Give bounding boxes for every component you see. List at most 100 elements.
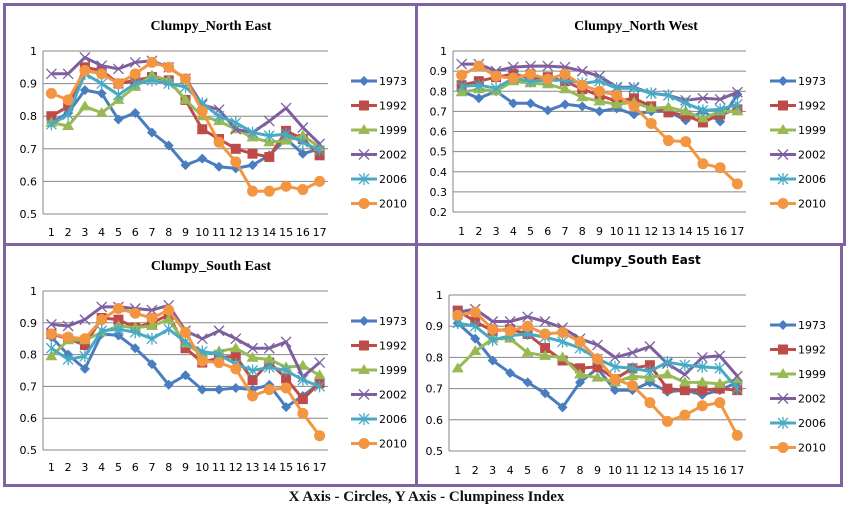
x-tick-label: 3 (81, 226, 88, 239)
y-tick-label: 0.6 (430, 126, 448, 139)
data-point-2002 (146, 304, 158, 316)
data-point-1973 (130, 107, 141, 118)
legend-marker-2010 (777, 198, 789, 209)
data-point-1999 (593, 95, 606, 106)
legend-marker-1999 (358, 364, 370, 374)
data-point-1992 (663, 107, 674, 118)
series-1999 (451, 332, 744, 388)
data-point-1973 (297, 148, 308, 159)
y-tick-label: 0.3 (430, 186, 448, 199)
data-point-2002 (263, 342, 275, 354)
x-tick-label: 3 (493, 225, 500, 238)
data-point-2006 (280, 364, 292, 377)
y-tick-label: 0.9 (20, 317, 38, 330)
legend-marker-2006 (777, 173, 789, 185)
data-point-2006 (280, 128, 292, 141)
data-point-2010 (680, 136, 692, 148)
data-point-2010 (129, 68, 141, 80)
data-point-1999 (162, 313, 175, 324)
x-tick-label: 2 (65, 461, 72, 474)
y-tick-label: 0.7 (426, 383, 444, 396)
data-point-2006 (594, 75, 605, 88)
data-point-2006 (62, 353, 74, 366)
x-tick-label: 1 (458, 225, 465, 238)
data-point-2010 (112, 78, 124, 90)
data-point-1999 (78, 100, 91, 111)
x-tick-label: 10 (195, 226, 209, 239)
y-tick-label: 0.5 (20, 444, 38, 457)
data-point-2002 (213, 325, 225, 337)
data-point-2010 (574, 336, 586, 348)
data-point-1992 (697, 385, 708, 396)
data-point-2002 (45, 68, 57, 80)
data-point-1999 (179, 93, 192, 104)
x-tick-label: 7 (559, 464, 566, 477)
data-point-2002 (525, 60, 537, 72)
x-tick-label: 16 (713, 225, 727, 238)
data-point-2010 (180, 326, 191, 338)
x-tick-label: 4 (98, 461, 105, 474)
data-point-2006 (696, 360, 708, 373)
data-point-1973 (508, 98, 519, 109)
x-tick-label: 2 (475, 225, 482, 238)
x-tick-label: 1 (48, 226, 55, 239)
data-point-2006 (146, 332, 158, 345)
data-point-2010 (731, 178, 743, 190)
x-tick-label: 6 (132, 461, 139, 474)
data-point-1999 (731, 373, 744, 384)
chart-panel-south-east-right: Clumpy_South East 0.5 0.6 0.7 0.8 0.9 1 1 2 3 4 5 6 7… (415, 243, 843, 487)
data-point-2010 (146, 56, 158, 68)
data-point-2010 (557, 326, 569, 338)
x-tick-label: 8 (579, 225, 586, 238)
data-point-1999 (696, 112, 709, 123)
data-point-1992 (714, 383, 725, 394)
data-point-2006 (297, 374, 309, 387)
data-point-2002 (731, 370, 743, 382)
data-point-2010 (314, 430, 326, 442)
legend-item-2010: 2010 (770, 198, 826, 211)
legend-marker-2010 (358, 198, 370, 209)
data-point-2010 (230, 363, 242, 375)
data-point-2006 (230, 116, 242, 129)
legend-label: 2002 (379, 149, 407, 162)
legend-item-2002: 2002 (770, 393, 826, 406)
data-point-2002 (697, 92, 709, 104)
data-point-1999 (45, 350, 58, 361)
legend-marker-2010 (777, 442, 789, 453)
data-point-2006 (129, 326, 141, 339)
legend-label: 1999 (379, 364, 407, 377)
legend-item-1999: 1999 (770, 368, 826, 381)
data-point-2006 (45, 342, 57, 355)
data-point-2010 (230, 156, 242, 168)
data-point-2010 (196, 105, 208, 117)
legend-label: 1992 (379, 340, 407, 353)
data-point-1973 (522, 377, 533, 388)
data-point-2010 (594, 85, 605, 97)
legend-item-2006: 2006 (351, 413, 407, 426)
data-point-2010 (696, 400, 708, 412)
data-point-2010 (79, 333, 91, 345)
data-point-2010 (469, 306, 481, 318)
data-point-2002 (280, 102, 292, 114)
data-point-2010 (473, 60, 485, 72)
y-tick-label: 0.5 (430, 146, 448, 159)
data-point-1992 (230, 143, 241, 154)
data-point-2006 (731, 98, 743, 111)
data-point-2010 (314, 175, 326, 187)
data-point-2002 (247, 342, 259, 354)
data-point-2006 (112, 323, 124, 336)
x-tick-label: 7 (148, 226, 155, 239)
x-tick-label: 11 (212, 226, 226, 239)
legend-label: 2006 (798, 417, 826, 430)
data-point-2006 (129, 77, 141, 90)
data-point-2010 (539, 328, 551, 340)
figure-caption: X Axis - Circles, Y Axis - Clumpiness In… (288, 489, 565, 505)
data-point-1973 (180, 160, 191, 171)
data-point-2010 (714, 162, 726, 174)
data-point-1999 (539, 349, 552, 360)
data-point-2006 (163, 77, 175, 90)
x-tick-label: 5 (527, 225, 534, 238)
data-point-1999 (610, 98, 623, 109)
